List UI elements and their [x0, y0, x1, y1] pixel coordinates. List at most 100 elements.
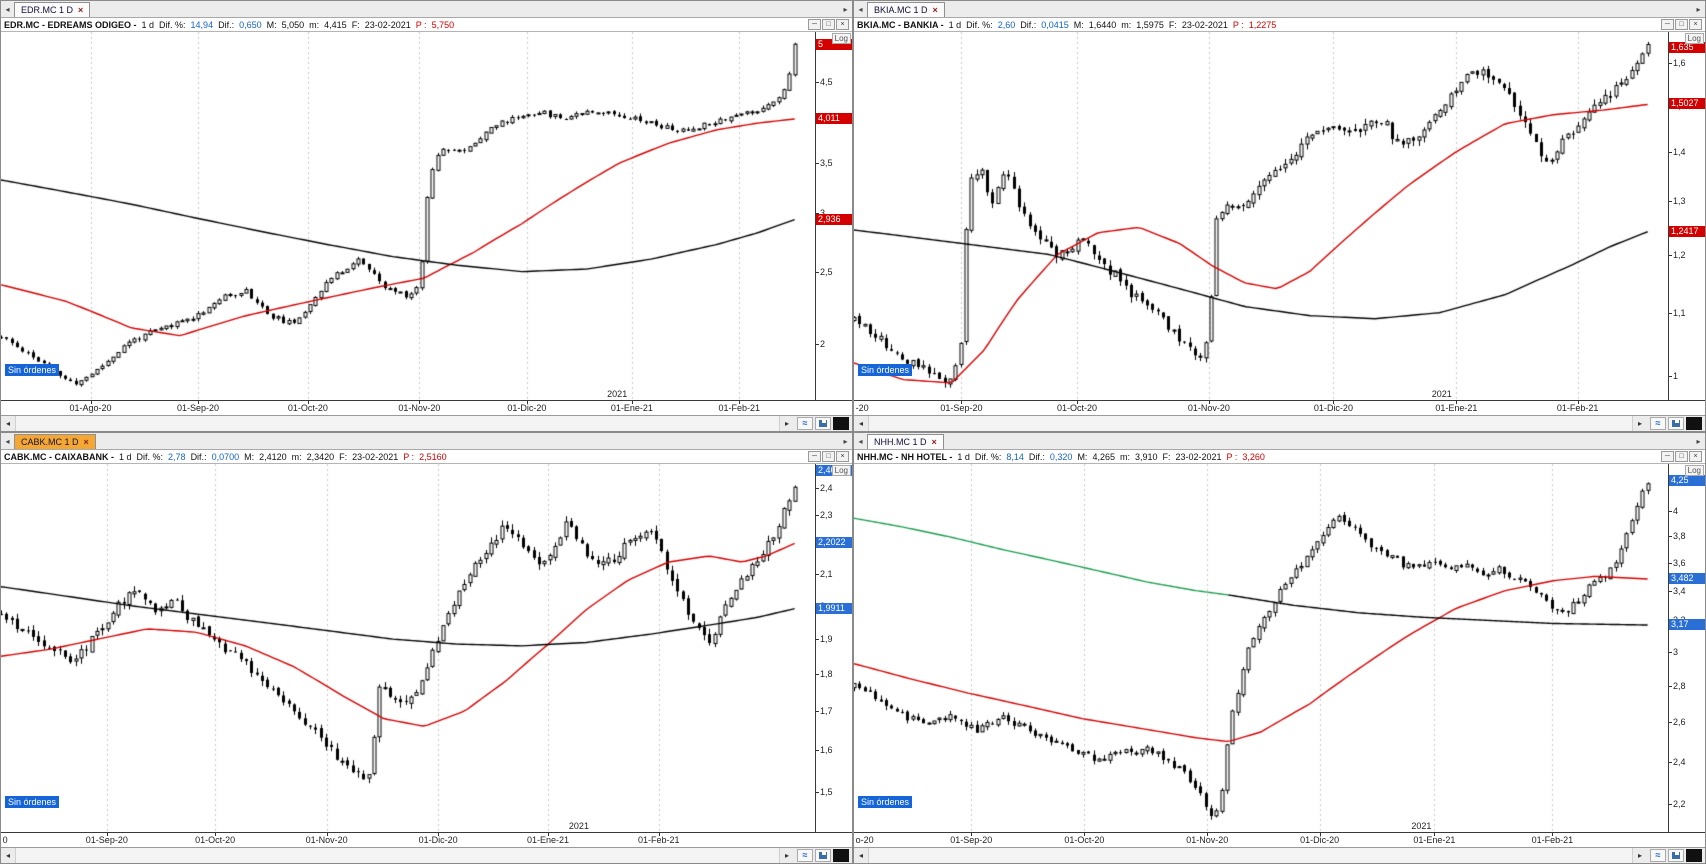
x-axis-date-label: 01-Feb-21 — [637, 835, 680, 845]
time-axis[interactable]: 0 01-Sep-20 01-Oct-20 01-Nov-20 01-Dic-20 01-… — [1, 832, 852, 847]
log-scale-button[interactable]: Log — [1684, 465, 1704, 476]
x-axis-tickmark — [739, 401, 740, 404]
scroll-left-icon[interactable]: ◂ — [5, 851, 10, 860]
save-icon[interactable] — [815, 849, 831, 862]
x-axis-tickmark — [327, 833, 328, 836]
tab-scroll-left-icon[interactable]: ◂ — [5, 4, 10, 14]
log-scale-button[interactable]: Log — [831, 33, 851, 44]
save-icon[interactable] — [1668, 849, 1684, 862]
y-axis-tickmark — [1669, 563, 1672, 564]
close-button[interactable]: × — [1689, 451, 1702, 462]
p-label: P : — [403, 451, 415, 462]
scroll-left-icon[interactable]: ◂ — [858, 851, 863, 860]
scroll-right-icon[interactable]: ▸ — [1637, 851, 1642, 860]
save-icon[interactable] — [1668, 417, 1684, 430]
line-mode-icon[interactable]: ≈ — [797, 417, 813, 430]
candle-mode-icon[interactable] — [833, 849, 849, 862]
price-axis[interactable]: Log 2,42,32,22,121,91,81,71,61,52,4652,2… — [815, 464, 852, 832]
close-button[interactable]: × — [836, 19, 849, 30]
y-axis-tickmark — [816, 792, 819, 793]
price-axis[interactable]: Log 43,83,63,43,232,82,62,42,24,253,4823… — [1668, 464, 1705, 832]
candlestick-canvas — [854, 32, 1668, 400]
time-axis[interactable]: -20 01-Sep-20 01-Oct-20 01-Nov-20 01-Dic-20 0… — [854, 400, 1705, 415]
x-axis-date-label: 01-Oct-20 — [1057, 403, 1098, 413]
tab-edr-mc-1d[interactable]: EDR.MC 1 D × — [14, 2, 91, 17]
dif-label: Dif.: — [218, 19, 235, 30]
dif-pct-label: Dif. %: — [136, 451, 164, 462]
tab-scroll-left-icon[interactable]: ◂ — [858, 436, 863, 446]
y-axis-tick-label: 2,6 — [1673, 717, 1686, 728]
chart-scrollbar: ◂ ▸ ≈ — [1, 847, 852, 863]
price-plot[interactable]: Sin órdenes 2021 — [1, 32, 815, 400]
scroll-right-icon[interactable]: ▸ — [784, 851, 789, 860]
minimize-button[interactable]: ─ — [808, 19, 821, 30]
scroll-left-icon[interactable]: ◂ — [858, 419, 863, 428]
tab-close-icon[interactable]: × — [83, 437, 89, 447]
minimize-button[interactable]: ─ — [1661, 19, 1674, 30]
tab-label: CABK.MC 1 D — [21, 437, 79, 447]
tab-scroll-left-icon[interactable]: ◂ — [5, 436, 10, 446]
line-mode-icon[interactable]: ≈ — [1650, 417, 1666, 430]
scrollbar-track[interactable] — [868, 416, 1633, 431]
scroll-right-icon[interactable]: ▸ — [784, 419, 789, 428]
scrollbar-track[interactable] — [15, 416, 780, 431]
minimize-button[interactable]: ─ — [808, 451, 821, 462]
tab-close-icon[interactable]: × — [931, 437, 937, 447]
time-axis[interactable]: o-20 01-Sep-20 01-Oct-20 01-Nov-20 01-Dic-20… — [854, 832, 1705, 847]
tab-close-icon[interactable]: × — [932, 5, 938, 15]
x-axis-date-label: 01-Oct-20 — [287, 403, 328, 413]
price-plot[interactable]: Sin órdenes 2021 — [854, 464, 1668, 832]
y-axis-tick-label: 2,4 — [1673, 756, 1686, 767]
date-value: 23-02-2021 — [1181, 19, 1228, 30]
line-mode-icon[interactable]: ≈ — [797, 849, 813, 862]
x-axis-tickmark — [1434, 833, 1435, 836]
time-axis[interactable]: 01-Ago-20 01-Sep-20 01-Oct-20 01-Nov-20 01-D… — [1, 400, 852, 415]
log-scale-button[interactable]: Log — [1684, 33, 1704, 44]
close-button[interactable]: × — [1689, 19, 1702, 30]
close-button[interactable]: × — [836, 451, 849, 462]
x-axis-tickmark — [1209, 401, 1210, 404]
maximize-button[interactable]: □ — [1675, 451, 1688, 462]
scroll-left-icon[interactable]: ◂ — [5, 419, 10, 428]
x-axis-tickmark — [1456, 401, 1457, 404]
save-icon[interactable] — [815, 417, 831, 430]
tab-nhh-mc-1d[interactable]: NHH.MC 1 D × — [867, 434, 944, 449]
y-axis-tickmark — [816, 272, 819, 273]
maximize-button[interactable]: □ — [822, 451, 835, 462]
maximize-button[interactable]: □ — [822, 19, 835, 30]
y-axis-tickmark — [1669, 804, 1672, 805]
candle-mode-icon[interactable] — [833, 417, 849, 430]
y-axis-tick-label: 2 — [820, 338, 826, 349]
price-badge: 5 — [816, 38, 852, 50]
chart-area: Sin órdenes 2021 Log 1,61,51,41,31,21,11… — [854, 32, 1705, 400]
tab-scroll-right-icon[interactable]: ▸ — [1696, 4, 1701, 14]
chart-area: Sin órdenes 2021 Log 2,42,32,22,121,91,8… — [1, 464, 852, 832]
tab-scroll-left-icon[interactable]: ◂ — [858, 4, 863, 14]
tab-close-icon[interactable]: × — [78, 5, 84, 15]
tab-scroll-right-icon[interactable]: ▸ — [1696, 436, 1701, 446]
candle-mode-icon[interactable] — [1686, 849, 1702, 862]
candle-mode-icon[interactable] — [1686, 417, 1702, 430]
tab-bkia-mc-1d[interactable]: BKIA.MC 1 D × — [867, 2, 945, 17]
scroll-right-icon[interactable]: ▸ — [1637, 419, 1642, 428]
scrollbar-track[interactable] — [15, 848, 780, 863]
scrollbar-track[interactable] — [868, 848, 1633, 863]
price-plot[interactable]: Sin órdenes 2021 — [1, 464, 815, 832]
tab-scroll-right-icon[interactable]: ▸ — [843, 4, 848, 14]
x-axis-date-label: 01-Dic-20 — [418, 835, 458, 845]
x-axis-date-label: 01-Ene-21 — [1435, 403, 1478, 413]
y-axis-tick-label: 2,2 — [1673, 799, 1686, 810]
tab-scroll-right-icon[interactable]: ▸ — [843, 436, 848, 446]
minimize-button[interactable]: ─ — [1661, 451, 1674, 462]
log-scale-button[interactable]: Log — [831, 465, 851, 476]
dif-value: 0,650 — [239, 19, 262, 30]
tab-cabk-mc-1d[interactable]: CABK.MC 1 D × — [14, 434, 96, 449]
chart-title-bar: EDR.MC - EDREAMS ODIGEO - 1 d Dif. %: 14… — [1, 18, 852, 32]
line-mode-icon[interactable]: ≈ — [1650, 849, 1666, 862]
p-value: 5,750 — [431, 19, 455, 30]
x-axis-date-label: 01-Dic-20 — [1313, 403, 1353, 413]
price-plot[interactable]: Sin órdenes 2021 — [854, 32, 1668, 400]
maximize-button[interactable]: □ — [1675, 19, 1688, 30]
